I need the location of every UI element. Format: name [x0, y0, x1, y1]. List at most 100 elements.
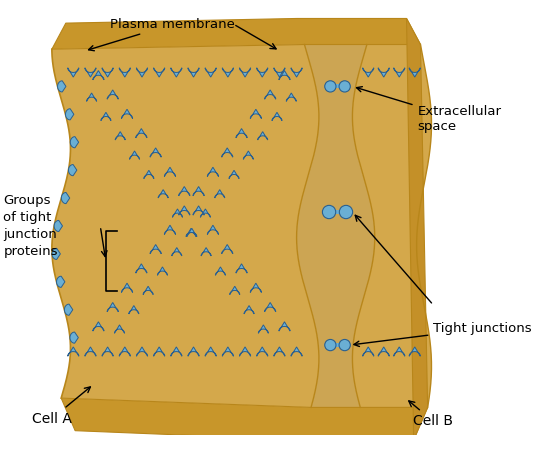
Polygon shape: [222, 347, 233, 356]
Polygon shape: [157, 267, 168, 275]
Text: Groups
of tight
junction
proteins: Groups of tight junction proteins: [3, 194, 58, 258]
Polygon shape: [330, 343, 345, 347]
Polygon shape: [201, 248, 211, 256]
Polygon shape: [85, 347, 96, 356]
Circle shape: [339, 81, 350, 92]
Polygon shape: [187, 228, 197, 237]
Polygon shape: [102, 347, 113, 356]
Polygon shape: [215, 267, 225, 275]
Polygon shape: [70, 137, 79, 148]
Polygon shape: [274, 68, 285, 77]
Polygon shape: [107, 90, 118, 99]
Polygon shape: [291, 347, 302, 356]
Polygon shape: [193, 206, 204, 215]
Polygon shape: [378, 68, 390, 77]
Polygon shape: [172, 248, 182, 256]
Polygon shape: [121, 109, 133, 119]
Polygon shape: [409, 347, 421, 356]
Polygon shape: [207, 225, 219, 235]
Polygon shape: [363, 68, 374, 77]
Polygon shape: [205, 68, 217, 77]
Polygon shape: [93, 322, 104, 331]
Polygon shape: [258, 132, 268, 140]
Polygon shape: [229, 170, 239, 179]
Polygon shape: [296, 45, 375, 407]
Polygon shape: [272, 112, 282, 121]
Polygon shape: [52, 249, 60, 259]
Polygon shape: [394, 347, 405, 356]
Polygon shape: [70, 332, 78, 343]
Polygon shape: [119, 68, 131, 77]
Polygon shape: [291, 68, 302, 77]
Polygon shape: [52, 45, 319, 407]
Polygon shape: [144, 170, 154, 179]
Polygon shape: [207, 167, 219, 176]
Polygon shape: [86, 93, 97, 101]
Polygon shape: [137, 68, 147, 77]
Polygon shape: [363, 347, 374, 356]
Text: Cell A: Cell A: [32, 387, 90, 426]
Text: Tight junctions: Tight junctions: [354, 322, 532, 346]
Polygon shape: [52, 18, 421, 49]
Polygon shape: [236, 264, 247, 273]
Polygon shape: [188, 347, 199, 356]
Polygon shape: [150, 244, 161, 254]
Polygon shape: [200, 209, 211, 217]
Polygon shape: [114, 325, 125, 333]
Polygon shape: [239, 347, 251, 356]
Polygon shape: [107, 303, 118, 312]
Polygon shape: [129, 151, 140, 159]
Polygon shape: [115, 132, 125, 140]
Polygon shape: [330, 84, 345, 88]
Polygon shape: [230, 286, 240, 295]
Polygon shape: [119, 347, 131, 356]
Polygon shape: [236, 129, 247, 138]
Polygon shape: [171, 347, 182, 356]
Polygon shape: [58, 81, 66, 92]
Polygon shape: [186, 228, 196, 237]
Polygon shape: [67, 347, 79, 356]
Polygon shape: [101, 112, 111, 121]
Polygon shape: [279, 70, 290, 80]
Polygon shape: [102, 68, 113, 77]
Polygon shape: [69, 165, 77, 176]
Polygon shape: [243, 151, 254, 159]
Polygon shape: [222, 68, 233, 77]
Polygon shape: [205, 347, 217, 356]
Polygon shape: [244, 306, 254, 314]
Polygon shape: [378, 347, 390, 356]
Polygon shape: [164, 167, 176, 176]
Text: Extracellular
space: Extracellular space: [356, 87, 502, 133]
Polygon shape: [85, 68, 96, 77]
Polygon shape: [150, 148, 161, 157]
Polygon shape: [129, 306, 139, 314]
Polygon shape: [258, 325, 268, 333]
Polygon shape: [257, 68, 268, 77]
Polygon shape: [54, 221, 63, 231]
Polygon shape: [264, 303, 276, 312]
Polygon shape: [250, 109, 262, 119]
Circle shape: [339, 205, 353, 219]
Circle shape: [325, 340, 336, 351]
Circle shape: [325, 81, 336, 92]
Polygon shape: [274, 347, 285, 356]
Polygon shape: [257, 347, 268, 356]
Polygon shape: [178, 187, 190, 196]
Polygon shape: [143, 286, 153, 295]
Polygon shape: [61, 193, 70, 204]
Polygon shape: [61, 398, 428, 440]
Polygon shape: [279, 322, 290, 331]
Polygon shape: [164, 225, 176, 235]
Polygon shape: [329, 210, 346, 214]
Polygon shape: [409, 68, 421, 77]
Polygon shape: [158, 189, 168, 198]
Polygon shape: [136, 129, 147, 138]
Polygon shape: [250, 283, 262, 292]
Polygon shape: [286, 93, 296, 101]
Polygon shape: [264, 90, 276, 99]
Polygon shape: [406, 18, 428, 440]
Polygon shape: [353, 45, 431, 407]
Polygon shape: [215, 189, 225, 198]
Polygon shape: [394, 68, 405, 77]
Polygon shape: [121, 283, 133, 292]
